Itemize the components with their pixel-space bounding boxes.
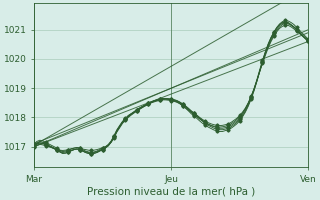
X-axis label: Pression niveau de la mer( hPa ): Pression niveau de la mer( hPa ) — [87, 187, 255, 197]
